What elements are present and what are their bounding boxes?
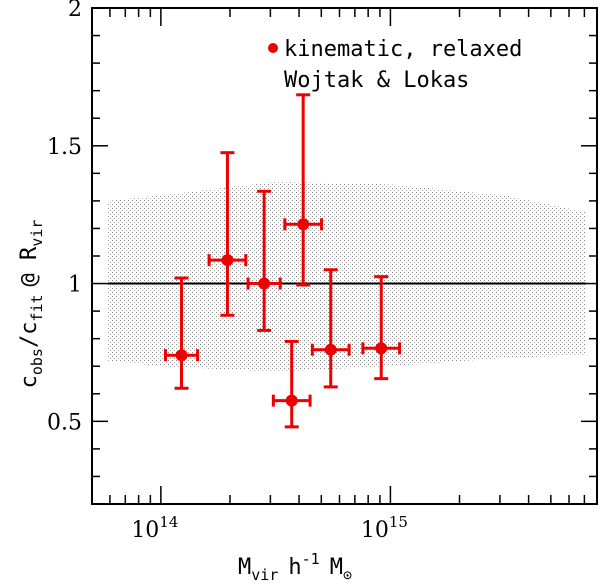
data-point [246,189,282,332]
data-point-marker [297,218,310,231]
y-tick-label: 2 [68,0,82,22]
x-tick-label: 1015 [361,513,408,543]
data-points [163,93,402,429]
data-point [310,268,351,389]
data-point [283,93,324,287]
y-tick-label: 1 [68,273,82,298]
data-point-marker [375,342,388,355]
data-point [361,275,402,381]
data-point-marker [175,349,188,362]
data-point [271,339,312,429]
legend-entry-2: Wojtak & Lokas [284,68,469,93]
axis-ticks: 0.5 1 1.5 2 1014 1015 [47,0,597,543]
y-axis-title: cobs/cfit@ Rvir [17,220,46,389]
x-axis-title: Mvir h-1 M⊙ [238,550,352,584]
y-tick-label: 1.5 [47,135,82,160]
legend-marker [268,43,278,53]
data-point-marker [285,394,298,407]
legend: kinematic, relaxed Wojtak & Lokas [268,37,522,93]
data-point-marker [221,254,234,267]
legend-entry-1: kinematic, relaxed [284,37,522,62]
x-tick-label: 1014 [131,513,178,543]
data-point-marker [324,343,337,356]
data-point [207,151,248,317]
data-point-marker [258,277,271,290]
data-point [163,276,200,390]
y-tick-label: 0.5 [47,410,82,435]
